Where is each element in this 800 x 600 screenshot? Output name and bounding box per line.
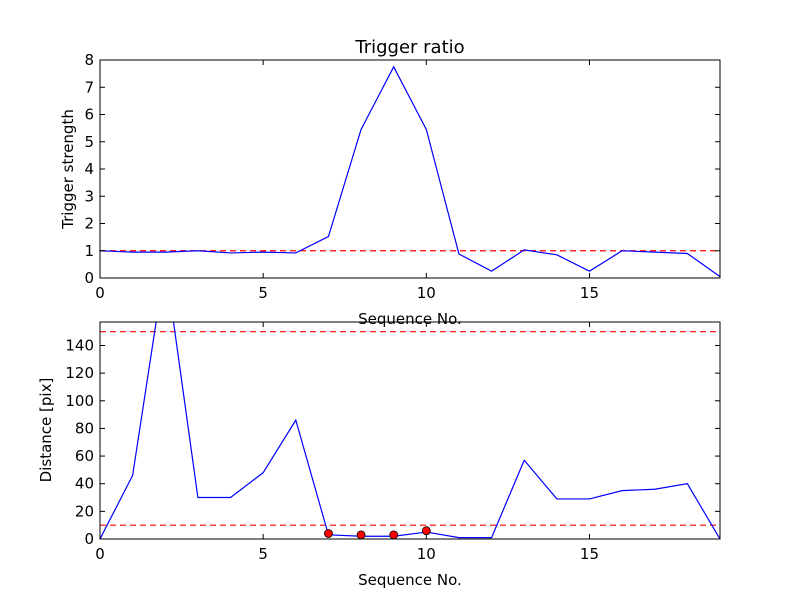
- chart-top-plot-area: 0 5 10 15 0 1 2 3 4 5 6 7 8: [84, 51, 721, 302]
- chart-bottom-ytick-label: 100: [65, 392, 94, 410]
- chart-top-ytick-label: 1: [84, 242, 94, 260]
- chart-bottom-marker-point: [324, 529, 333, 538]
- chart-bottom-ytick-label: 120: [65, 364, 94, 382]
- chart-top-series-line-0: [100, 65, 720, 278]
- chart-top-xtick-label: 5: [258, 284, 268, 302]
- chart-bottom-data-layer: [100, 322, 720, 539]
- chart-top: Trigger ratio 0 5 10 15 0 1 2 3 4 5 6 7 8 Trigger st…: [59, 37, 721, 302]
- chart-top-xtick-label: 0: [95, 284, 105, 302]
- chart-top-ytick-label: 8: [84, 51, 94, 69]
- chart-bottom-marker-point: [421, 526, 431, 536]
- chart-bottom-ytick-label: 40: [75, 475, 94, 493]
- chart-bottom-xtick-label: 0: [95, 545, 105, 563]
- chart-bottom-plot-area: 0 5 10 15 0 20 40 60 80 100 120 140: [65, 321, 721, 563]
- chart-bottom: 0 5 10 15 0 20 40 60 80 100 120 140 Sequence No. Di…: [37, 321, 721, 589]
- chart-bottom-ytick-label: 140: [65, 336, 94, 354]
- chart-bottom-marker-point: [356, 530, 366, 540]
- chart-top-data-layer: [100, 65, 720, 278]
- chart-bottom-xlabel: Sequence No.: [358, 571, 462, 589]
- chart-top-ytick-label: 4: [84, 160, 94, 178]
- chart-bottom-ytick-label: 80: [75, 419, 94, 437]
- chart-top-ytick-label: 3: [84, 187, 94, 205]
- chart-top-ylabel: Trigger strength: [59, 109, 77, 230]
- chart-top-ytick-label: 5: [84, 133, 94, 151]
- chart-bottom-xtick-label: 15: [580, 545, 599, 563]
- chart-bottom-xtick-label: 10: [417, 545, 436, 563]
- chart-bottom-ytick-label: 20: [75, 502, 94, 520]
- chart-bottom-ytick-label: 60: [75, 447, 94, 465]
- chart-top-ytick-label: 6: [84, 106, 94, 124]
- chart-bottom-ylabel: Distance [pix]: [37, 378, 55, 483]
- chart-bottom-frame: [99, 321, 721, 540]
- chart-top-xtick-label: 15: [580, 284, 599, 302]
- chart-top-title: Trigger ratio: [354, 37, 464, 58]
- chart-top-ytick-label: 0: [84, 269, 94, 287]
- chart-bottom-marker-point: [389, 530, 399, 540]
- chart-top-ytick-label: 2: [84, 215, 94, 233]
- chart-bottom-series-line-0: [100, 322, 720, 539]
- chart-top-xlabel: Sequence No.: [358, 310, 462, 328]
- chart-top-xtick-label: 10: [417, 284, 436, 302]
- chart-bottom-xtick-label: 5: [258, 545, 268, 563]
- chart-top-ytick-label: 7: [84, 78, 94, 96]
- chart-bottom-ytick-label: 0: [84, 530, 94, 548]
